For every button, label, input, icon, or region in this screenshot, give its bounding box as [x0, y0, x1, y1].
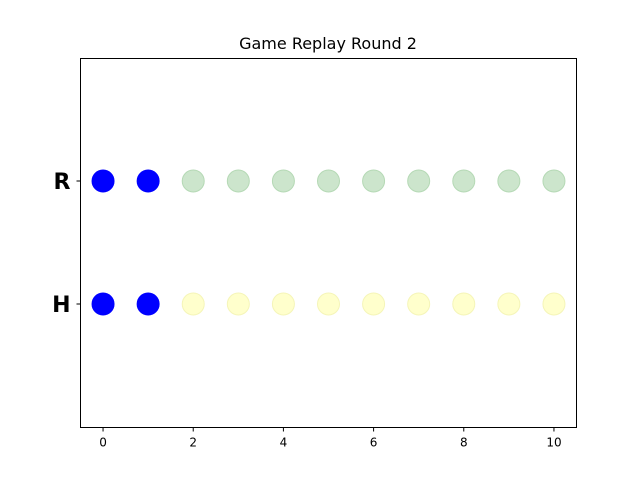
row-label-h: H — [52, 293, 70, 318]
point-r-9 — [497, 169, 521, 193]
point-r-6 — [362, 169, 386, 193]
x-tick-label-6: 6 — [370, 436, 378, 450]
plot-area — [80, 58, 577, 428]
point-r-0 — [91, 169, 115, 193]
point-r-3 — [226, 169, 250, 193]
x-tick-label-0: 0 — [99, 436, 107, 450]
point-r-2 — [181, 169, 205, 193]
x-tick-label-10: 10 — [546, 436, 561, 450]
x-tick-label-8: 8 — [460, 436, 468, 450]
point-r-4 — [271, 169, 295, 193]
point-h-3 — [226, 292, 250, 316]
x-tick-label-2: 2 — [189, 436, 197, 450]
point-h-10 — [542, 292, 566, 316]
x-axis: 0 2 4 6 8 10 — [99, 427, 562, 450]
point-h-5 — [317, 292, 340, 316]
y-axis: RH — [52, 170, 81, 318]
point-r-7 — [407, 169, 431, 193]
point-h-8 — [452, 292, 476, 316]
point-r-8 — [452, 169, 476, 193]
point-h-0 — [91, 292, 115, 316]
row-label-r: R — [54, 170, 71, 195]
point-r-5 — [317, 169, 340, 193]
point-h-6 — [362, 292, 386, 316]
point-h-4 — [271, 292, 295, 316]
x-tick-label-4: 4 — [280, 436, 288, 450]
points-layer — [91, 169, 566, 316]
point-h-7 — [407, 292, 431, 316]
point-h-2 — [181, 292, 205, 316]
chart-title: Game Replay Round 2 — [239, 34, 417, 53]
point-h-1 — [136, 292, 160, 316]
point-r-10 — [542, 169, 566, 193]
point-h-9 — [497, 292, 521, 316]
point-r-1 — [136, 169, 160, 193]
